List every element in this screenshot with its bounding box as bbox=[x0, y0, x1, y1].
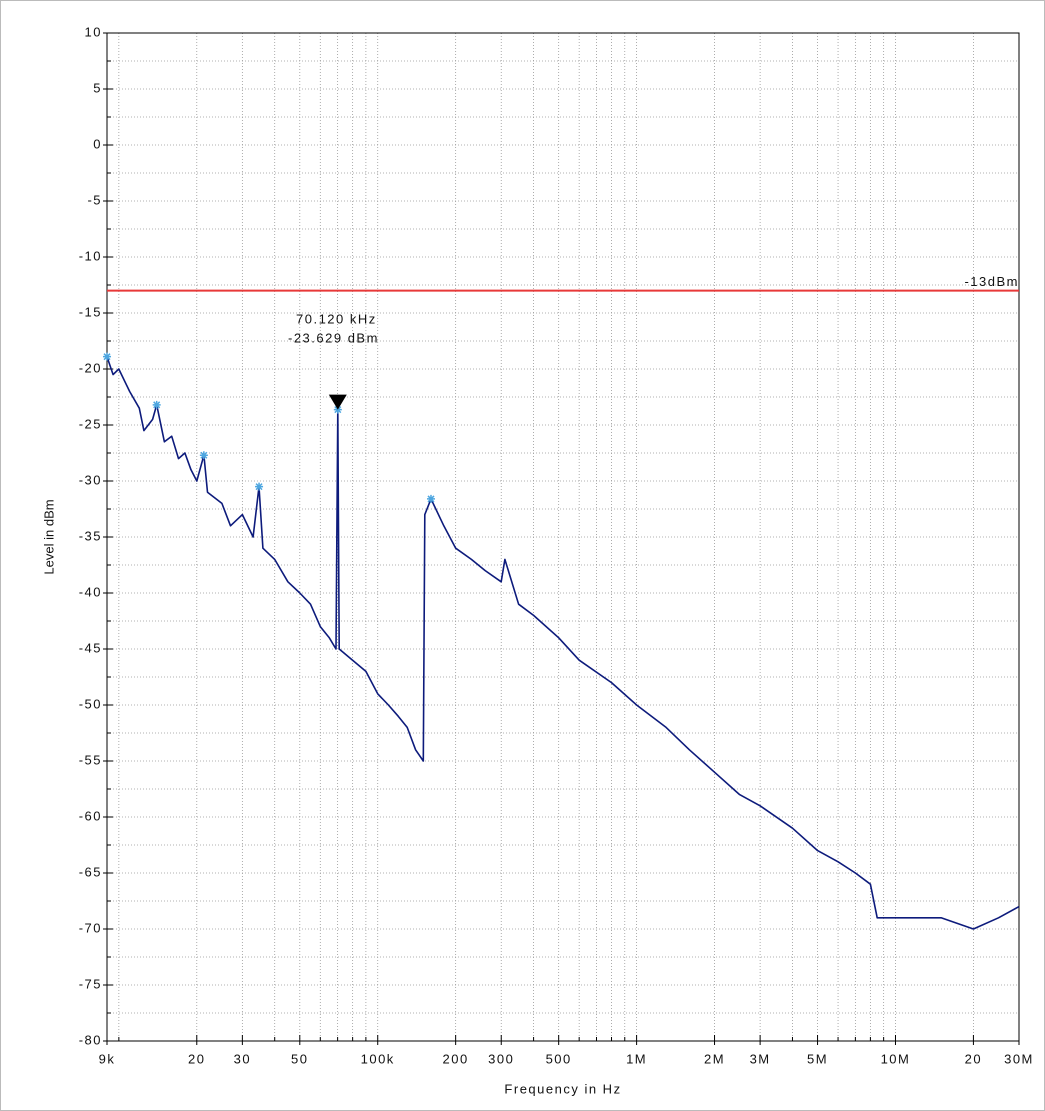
y-tick-label: -60 bbox=[79, 808, 102, 823]
x-tick-label: 3M bbox=[750, 1051, 771, 1066]
marker-label: -23.629 dBm bbox=[288, 330, 379, 345]
marker-label: 70.120 kHz bbox=[296, 311, 377, 326]
limit-label: -13dBm bbox=[964, 274, 1019, 289]
y-tick-label: -35 bbox=[79, 528, 102, 543]
y-tick-label: -80 bbox=[79, 1032, 102, 1047]
x-tick-label: 2M bbox=[704, 1051, 725, 1066]
y-tick-label: -15 bbox=[79, 304, 102, 319]
y-tick-label: -40 bbox=[79, 584, 102, 599]
y-tick-label: 10 bbox=[85, 24, 102, 39]
x-tick-label: 20 bbox=[965, 1051, 982, 1066]
trace bbox=[106, 356, 1020, 930]
x-tick-label: 100k bbox=[361, 1051, 395, 1066]
x-tick-label: 9k bbox=[99, 1051, 116, 1066]
x-axis-label: Frequency in Hz bbox=[504, 1081, 621, 1096]
y-tick-label: -5 bbox=[87, 192, 102, 207]
y-tick-label: -10 bbox=[79, 248, 102, 263]
peak-marker bbox=[152, 400, 161, 409]
x-tick-label: 5M bbox=[807, 1051, 828, 1066]
peak-marker bbox=[426, 494, 435, 503]
y-tick-label: -30 bbox=[79, 472, 102, 487]
x-tick-label: 30M bbox=[1004, 1051, 1034, 1066]
y-tick-label: -50 bbox=[79, 696, 102, 711]
y-tick-label: 0 bbox=[93, 136, 102, 151]
x-tick-label: 500 bbox=[546, 1051, 572, 1066]
y-tick-label: -55 bbox=[79, 752, 102, 767]
y-tick-label: 5 bbox=[93, 80, 102, 95]
peak-marker bbox=[333, 405, 342, 414]
x-tick-label: 1M bbox=[626, 1051, 647, 1066]
y-axis-label: Level in dBm bbox=[41, 499, 56, 574]
y-tick-label: -25 bbox=[79, 416, 102, 431]
x-tick-label: 20 bbox=[188, 1051, 205, 1066]
y-tick-label: -20 bbox=[79, 360, 102, 375]
y-tick-label: -65 bbox=[79, 864, 102, 879]
peak-marker bbox=[255, 482, 264, 491]
peak-marker bbox=[103, 352, 111, 361]
x-tick-label: 50 bbox=[291, 1051, 308, 1066]
x-tick-label: 30 bbox=[234, 1051, 251, 1066]
peak-marker bbox=[199, 451, 208, 460]
x-tick-label: 10M bbox=[881, 1051, 911, 1066]
plot-border bbox=[106, 32, 1020, 1042]
x-tick-label: 200 bbox=[443, 1051, 469, 1066]
x-tick-label: 300 bbox=[488, 1051, 514, 1066]
marker-triangle bbox=[328, 394, 347, 410]
y-tick-label: -45 bbox=[79, 640, 102, 655]
y-tick-label: -75 bbox=[79, 976, 102, 991]
y-tick-label: -70 bbox=[79, 920, 102, 935]
